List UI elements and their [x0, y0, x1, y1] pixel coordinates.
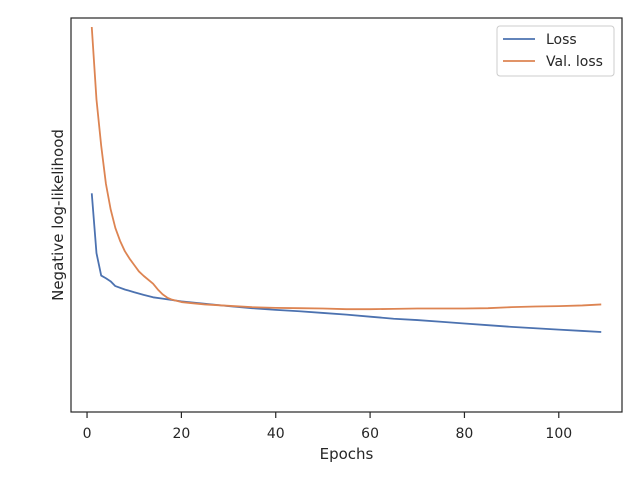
series-layer: [90, 26, 602, 333]
plot-frame: [70, 17, 623, 413]
x-tick-label: 20: [172, 426, 190, 442]
series-line-loss: [90, 193, 602, 333]
x-tick-label: 0: [83, 426, 92, 442]
x-tick-label: 40: [267, 426, 285, 442]
x-axis-label: Epochs: [320, 445, 374, 463]
y-axis-label: Negative log-likelihood: [49, 129, 67, 301]
x-tick-label: 80: [456, 426, 474, 442]
x-axis-ticks: 0 20 40 60 80 100: [83, 412, 572, 442]
x-tick-label: 60: [361, 426, 379, 442]
series-line-val-loss: [90, 26, 602, 311]
legend-label: Val. loss: [546, 54, 603, 70]
legend-label: Loss: [546, 32, 577, 48]
x-tick-label: 100: [545, 426, 572, 442]
legend: Loss Val. loss: [496, 25, 615, 77]
